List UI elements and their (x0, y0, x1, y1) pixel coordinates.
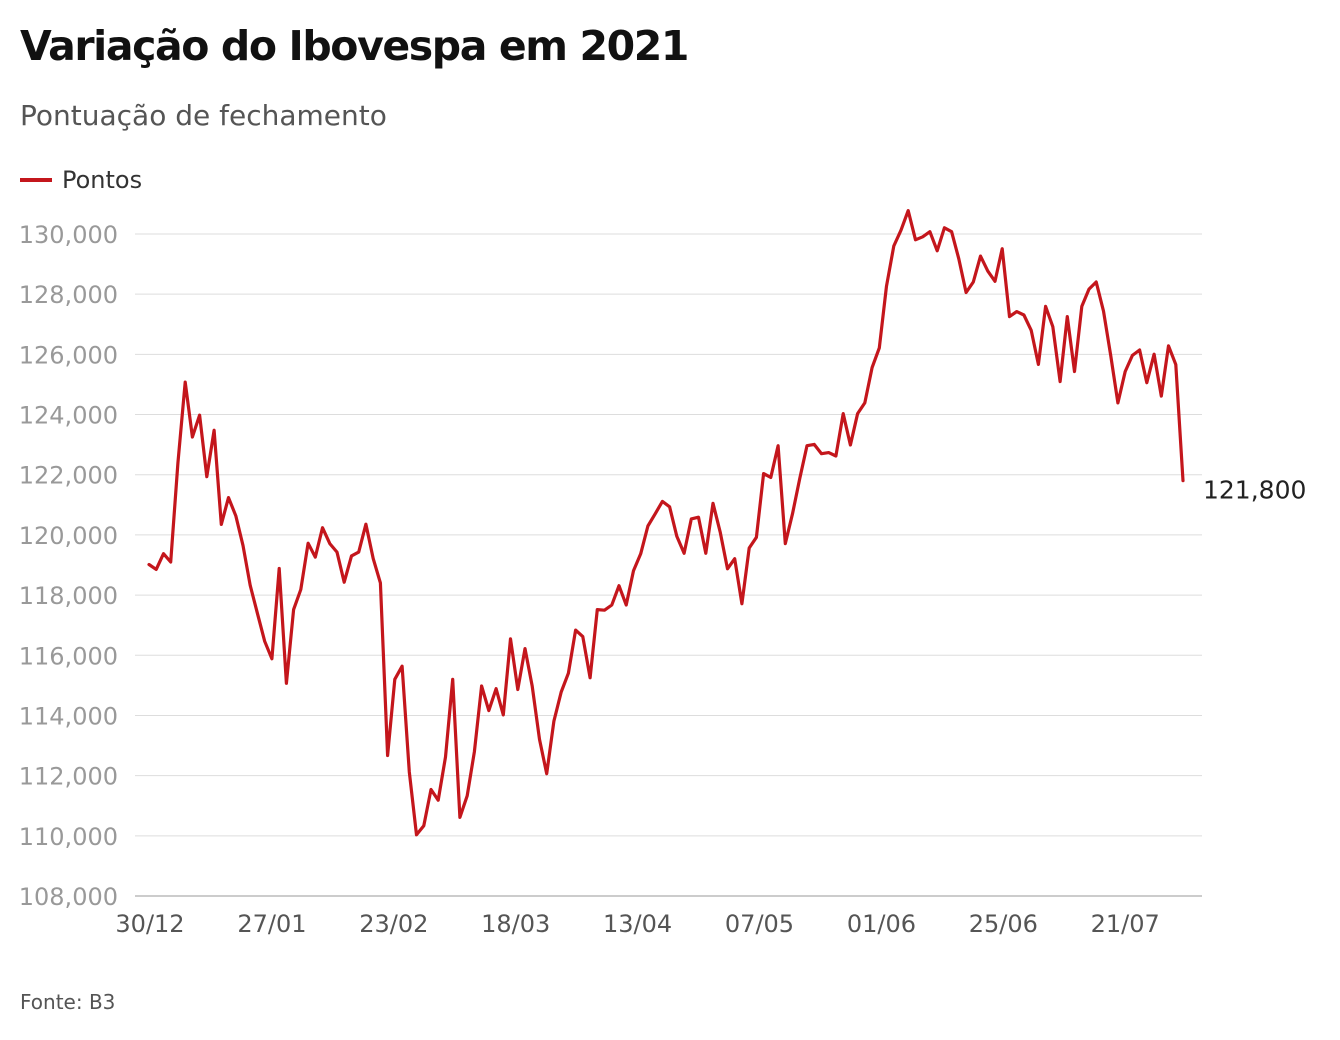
x-tick-label: 25/06 (969, 910, 1038, 938)
series-line-pontos (147, 209, 1185, 837)
x-tick-label: 01/06 (847, 910, 916, 938)
x-axis: 30/12 27/01 23/02 18/03 13/04 07/05 01/06 25/06… (115, 910, 1159, 938)
legend-swatch (20, 178, 52, 182)
x-tick-label: 30/12 (115, 910, 184, 938)
x-tick-label: 27/01 (237, 910, 306, 938)
y-axis: 108,000 110,000 112,000 114,000 116,000 118,0… (19, 221, 118, 911)
source-note: Fonte: B3 (20, 990, 116, 1014)
y-tick-label: 116,000 (19, 642, 118, 670)
x-tick-label: 21/07 (1091, 910, 1160, 938)
chart-subtitle: Pontuação de fechamento (20, 99, 387, 132)
end-value-label: 121,800 (1203, 476, 1306, 505)
y-tick-label: 112,000 (19, 763, 118, 791)
chart-title: Variação do Ibovespa em 2021 (20, 22, 689, 70)
y-tick-label: 126,000 (19, 341, 118, 369)
legend: Pontos (20, 166, 142, 194)
x-tick-label: 07/05 (725, 910, 794, 938)
x-tick-label: 18/03 (481, 910, 550, 938)
x-tick-label: 23/02 (359, 910, 428, 938)
y-tick-label: 124,000 (19, 402, 118, 430)
y-tick-label: 122,000 (19, 462, 118, 490)
y-tick-label: 110,000 (19, 823, 118, 851)
y-tick-label: 128,000 (19, 281, 118, 309)
y-tick-label: 114,000 (19, 702, 118, 730)
y-tick-label: 118,000 (19, 582, 118, 610)
y-tick-label: 120,000 (19, 522, 118, 550)
grid-lines (135, 233, 1202, 897)
x-tick-label: 13/04 (603, 910, 672, 938)
y-tick-label: 108,000 (19, 883, 118, 911)
legend-label: Pontos (62, 166, 143, 194)
y-tick-label: 130,000 (19, 221, 118, 249)
